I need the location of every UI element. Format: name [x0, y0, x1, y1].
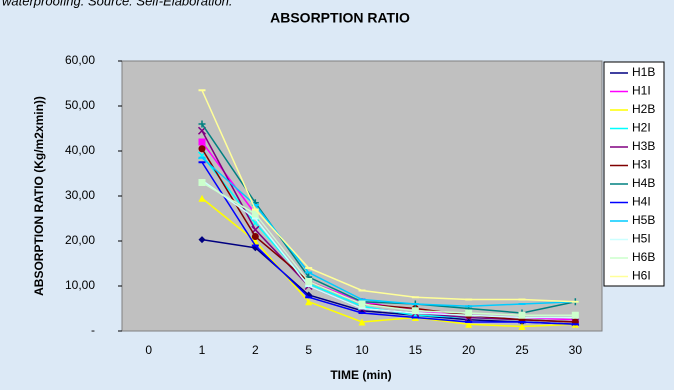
data-point — [411, 307, 419, 315]
chart-title: ABSORPTION RATIO — [270, 10, 410, 26]
legend-label: H4B — [632, 176, 655, 190]
y-tick-label: 20,00 — [65, 233, 95, 247]
series-line — [201, 179, 576, 319]
data-point — [198, 138, 206, 146]
data-point — [305, 298, 313, 306]
series-line — [201, 148, 576, 323]
x-tick-label: 2 — [252, 343, 259, 357]
y-tick-label: 30,00 — [65, 188, 95, 202]
series-line — [201, 161, 576, 325]
legend-label: H2B — [632, 102, 655, 116]
x-tick-label: 10 — [355, 343, 369, 357]
y-tick-label: 50,00 — [65, 98, 95, 112]
series-line — [201, 89, 576, 303]
data-point — [198, 179, 206, 186]
y-tick-label: 10,00 — [65, 278, 95, 292]
legend-label: H4I — [632, 195, 651, 209]
legend-label: H3I — [632, 158, 651, 172]
data-point — [251, 210, 259, 218]
x-tick-label: 20 — [462, 343, 476, 357]
legend-label: H1I — [632, 84, 651, 98]
data-point — [198, 194, 206, 202]
x-tick-label: 1 — [199, 343, 206, 357]
data-point — [518, 311, 526, 319]
data-point — [571, 311, 579, 319]
data-point — [198, 145, 206, 153]
legend — [603, 61, 665, 287]
data-point — [358, 300, 366, 308]
x-axis-title: TIME (min) — [330, 368, 391, 382]
data-point — [198, 120, 206, 128]
data-point — [358, 318, 366, 326]
legend-label: H6I — [632, 269, 651, 283]
x-tick-label: 5 — [305, 343, 312, 357]
caption: waterproofing. Source: Self-Elaboration. — [2, 0, 233, 8]
series-line — [201, 157, 576, 308]
legend-label: H1B — [632, 65, 655, 79]
data-point — [198, 236, 206, 244]
data-point — [465, 320, 473, 328]
x-tick-label: 15 — [409, 343, 423, 357]
x-tick-label: 0 — [145, 343, 152, 357]
y-axis-title: ABSORPTION RATIO (Kg/m2xmin)) — [32, 96, 46, 296]
data-point — [518, 323, 526, 330]
legend-label: H5B — [632, 213, 655, 227]
x-tick-label: 25 — [515, 343, 529, 357]
legend-label: H5I — [632, 232, 651, 246]
y-tick-label: 60,00 — [65, 53, 95, 67]
x-tick-label: 30 — [569, 343, 583, 357]
series-line — [201, 197, 576, 328]
legend-label: H6B — [632, 250, 655, 264]
y-tick-label: - — [91, 323, 95, 337]
legend-label: H2I — [632, 121, 651, 135]
y-tick-label: 40,00 — [65, 143, 95, 157]
series-line — [201, 181, 576, 316]
data-point — [251, 233, 259, 240]
legend-label: H3B — [632, 139, 655, 153]
data-point — [465, 309, 473, 317]
data-point — [305, 278, 313, 285]
